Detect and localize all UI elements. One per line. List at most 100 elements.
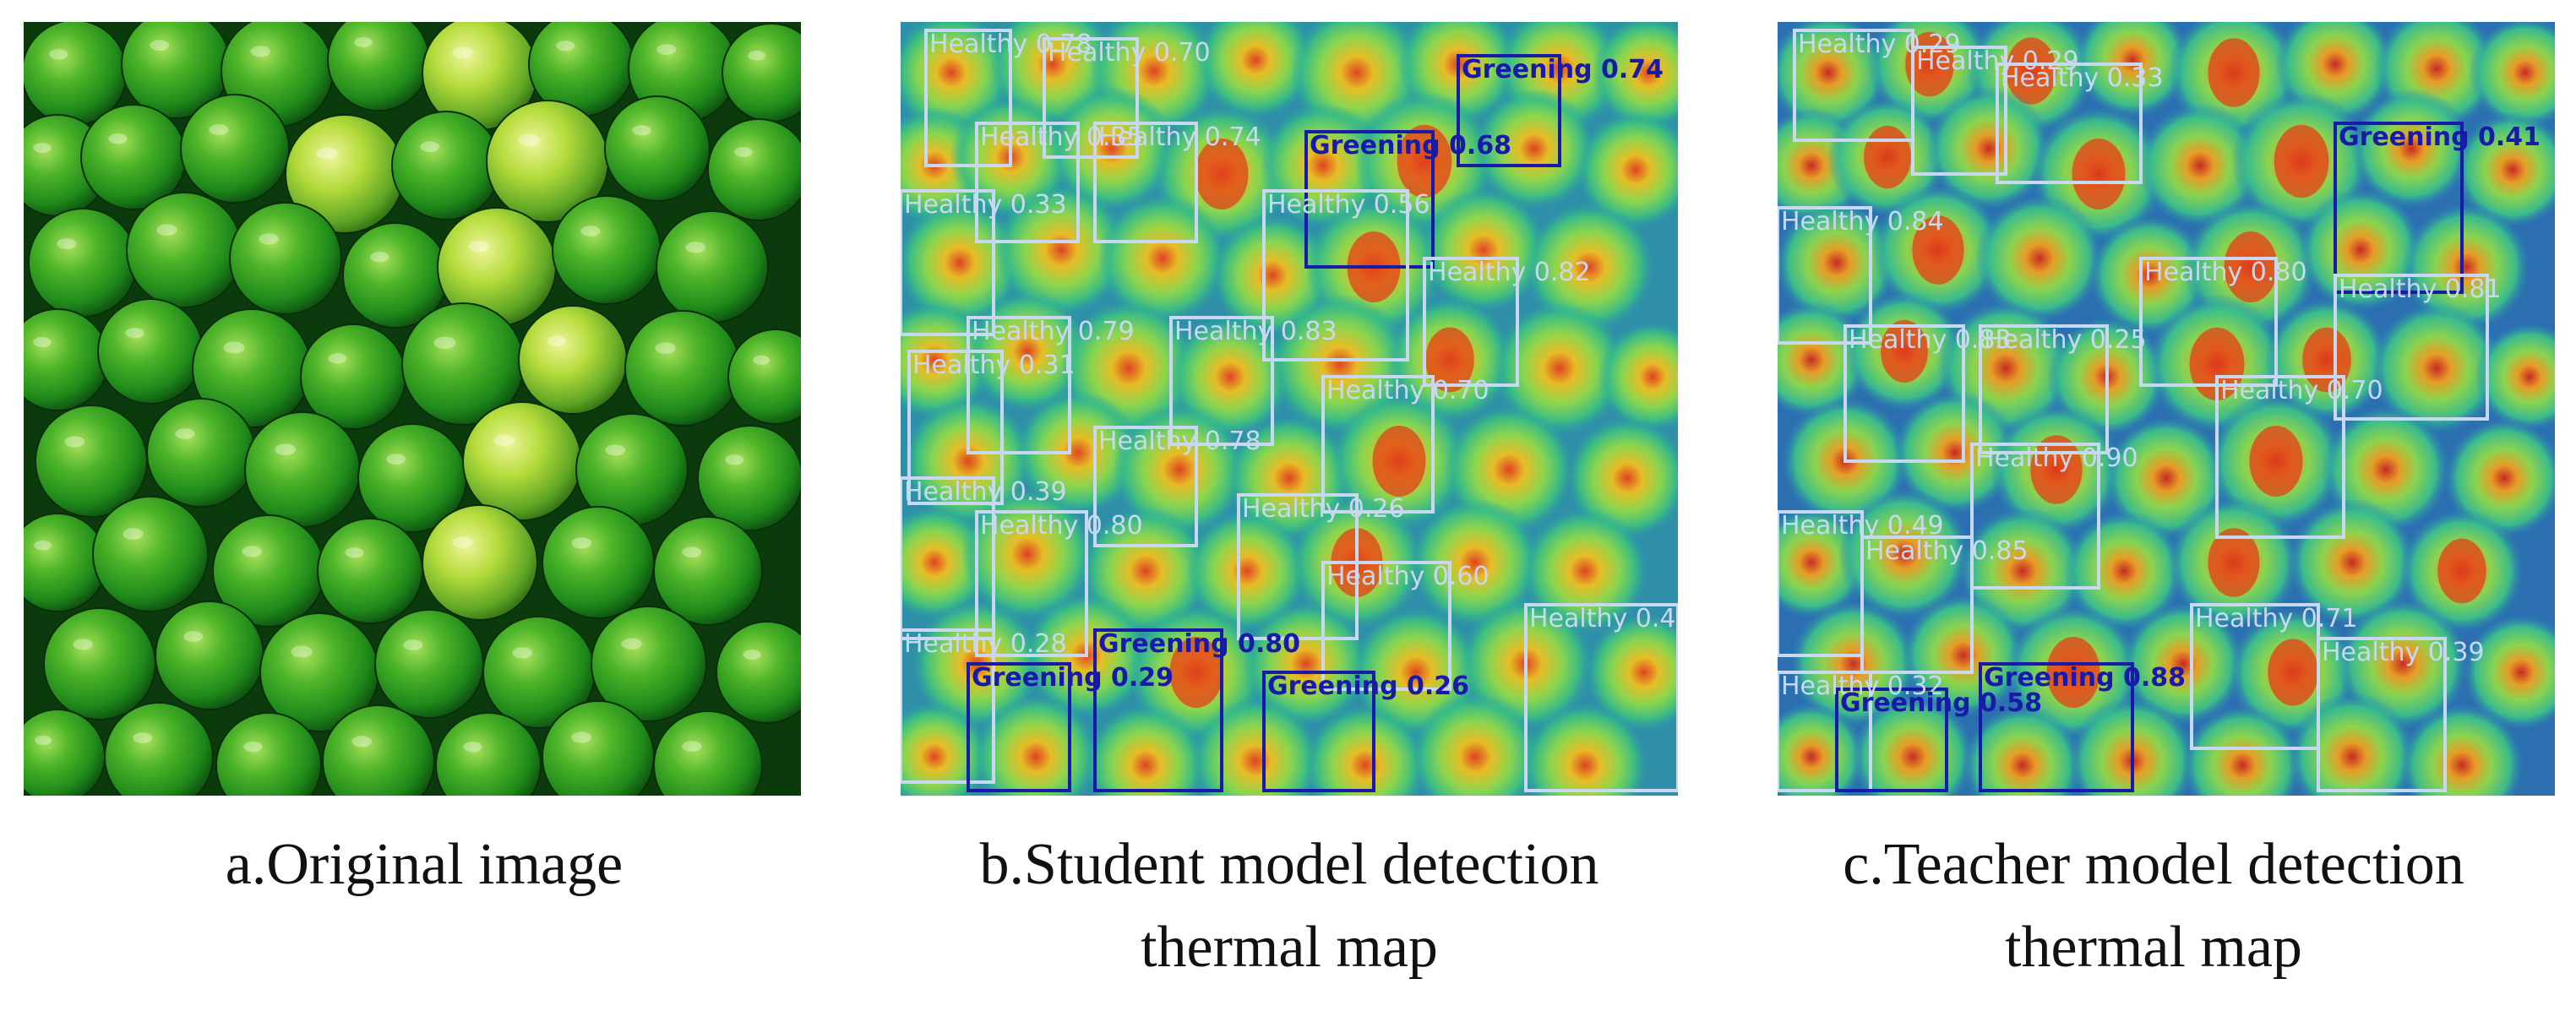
- lime-highlight: [452, 46, 473, 58]
- heat-blob: [1261, 103, 1386, 228]
- detection-box-healthy: [901, 189, 995, 336]
- heat-blob: [1421, 188, 1546, 313]
- detection-box-healthy: [1043, 37, 1139, 159]
- lime-highlight: [242, 546, 263, 557]
- lime-highlight: [685, 242, 706, 253]
- detection-box-healthy: [1262, 189, 1409, 362]
- lime-highlight: [125, 328, 144, 339]
- detection-label: Healthy 0.31: [912, 351, 1076, 380]
- heat-blob: [1598, 322, 1678, 432]
- caption-student-model: b.Student model detection thermal map: [867, 824, 1712, 989]
- heat-hotspot: [1912, 215, 1964, 285]
- lime-fruit: [435, 712, 542, 796]
- heat-blob: [2288, 498, 2416, 627]
- heat-hotspot: [2072, 139, 2126, 209]
- heat-blob: [1586, 614, 1678, 731]
- heat-blob: [1016, 390, 1141, 515]
- detection-box-healthy: [1860, 535, 1974, 674]
- detection-label: Healthy 0.28: [904, 629, 1067, 659]
- detection-box-greening: [1304, 130, 1435, 269]
- lime-fruit: [656, 210, 769, 323]
- detection-label: Greening 0.29: [972, 663, 1174, 693]
- lime-highlight: [243, 742, 263, 753]
- lime-highlight: [328, 353, 347, 364]
- lime-highlight: [351, 736, 373, 747]
- heat-hotspot: [2006, 37, 2056, 105]
- lime-fruit: [653, 516, 763, 626]
- lime-fruit: [591, 606, 707, 722]
- detection-label: Healthy 0.25: [1984, 325, 2147, 355]
- detection-label: Healthy 0.79: [972, 317, 1135, 346]
- lime-fruit: [229, 202, 342, 315]
- heat-hotspot: [2208, 38, 2260, 107]
- heat-blob: [2298, 188, 2423, 313]
- detection-label: Healthy 0.85: [1865, 536, 2029, 566]
- detection-label: Greening 0.68: [1310, 131, 1511, 160]
- detection-label: Healthy 0.71: [2195, 604, 2358, 633]
- detection-label: Healthy 0.39: [904, 477, 1067, 507]
- detection-box-healthy: [924, 29, 1012, 167]
- detection-label: Healthy 0.29: [1916, 46, 2079, 76]
- heat-blob: [2121, 601, 2246, 726]
- lime-highlight: [556, 41, 575, 52]
- heat-blob: [2443, 417, 2555, 539]
- lime-fruit: [43, 607, 156, 720]
- heat-blob: [2288, 693, 2416, 796]
- lime-highlight: [259, 233, 280, 245]
- lime-highlight: [291, 645, 313, 658]
- heat-blob: [1522, 508, 1647, 633]
- detection-box-healthy: [1093, 122, 1198, 243]
- heat-blob: [1522, 703, 1647, 796]
- heat-blob: [967, 291, 1088, 412]
- lime-fruit: [97, 298, 204, 405]
- lime-fruit: [422, 504, 538, 621]
- detection-box-healthy: [907, 350, 1004, 505]
- lime-highlight: [275, 443, 296, 455]
- caption-line: c.Teacher model detection: [1843, 832, 2464, 897]
- detection-box-healthy: [1423, 257, 1519, 387]
- heat-blob: [1926, 86, 2051, 211]
- lime-highlight: [682, 546, 702, 557]
- lime-highlight: [580, 226, 601, 236]
- detection-box-greening: [1979, 662, 2134, 792]
- detection-label: Healthy 0.78: [1098, 427, 1261, 456]
- lime-fruit: [215, 712, 322, 796]
- teacher-thermal-map-panel: Healthy 0.29 Healthy 0.29 Greening 0.41 Hea…: [1778, 22, 2555, 796]
- lime-fruit: [727, 329, 801, 425]
- heat-blob: [1304, 704, 1426, 796]
- lime-highlight: [345, 547, 364, 558]
- lime-fruit: [146, 398, 256, 508]
- detection-box-healthy: [2334, 274, 2489, 421]
- heat-hotspot: [1195, 139, 1249, 209]
- lime-highlight: [452, 536, 473, 548]
- heat-blob: [2181, 704, 2303, 796]
- lime-highlight: [571, 537, 592, 549]
- heat-blob: [1411, 498, 1539, 627]
- detection-label: Healthy 0.49: [1781, 511, 1944, 541]
- lime-fruit: [244, 411, 361, 528]
- heat-blob: [2138, 103, 2263, 228]
- heat-blob: [2370, 302, 2503, 435]
- lime-highlight: [621, 638, 642, 650]
- detection-box-healthy: [975, 122, 1080, 243]
- detection-label: Healthy 0.83: [1174, 317, 1337, 346]
- detection-box-healthy: [1321, 375, 1435, 514]
- lime-highlight: [183, 631, 204, 642]
- lime-highlight: [493, 434, 515, 447]
- heat-blob: [2399, 703, 2524, 796]
- heat-blob: [1169, 316, 1291, 438]
- detection-box-healthy: [1524, 603, 1678, 792]
- lime-highlight: [433, 336, 456, 349]
- heat-blob: [1893, 390, 2018, 515]
- heat-blob: [1191, 697, 1320, 796]
- lime-highlight: [463, 742, 482, 753]
- lime-fruit: [707, 118, 801, 221]
- detection-box-healthy: [901, 476, 995, 640]
- detection-label: Healthy 0.39: [2322, 638, 2485, 667]
- heat-blob: [1525, 203, 1653, 331]
- detection-label: Healthy 0.90: [1975, 443, 2138, 473]
- lime-highlight: [223, 341, 245, 354]
- detection-box-healthy: [901, 628, 995, 784]
- lime-highlight: [73, 639, 94, 650]
- lime-highlight: [354, 37, 373, 47]
